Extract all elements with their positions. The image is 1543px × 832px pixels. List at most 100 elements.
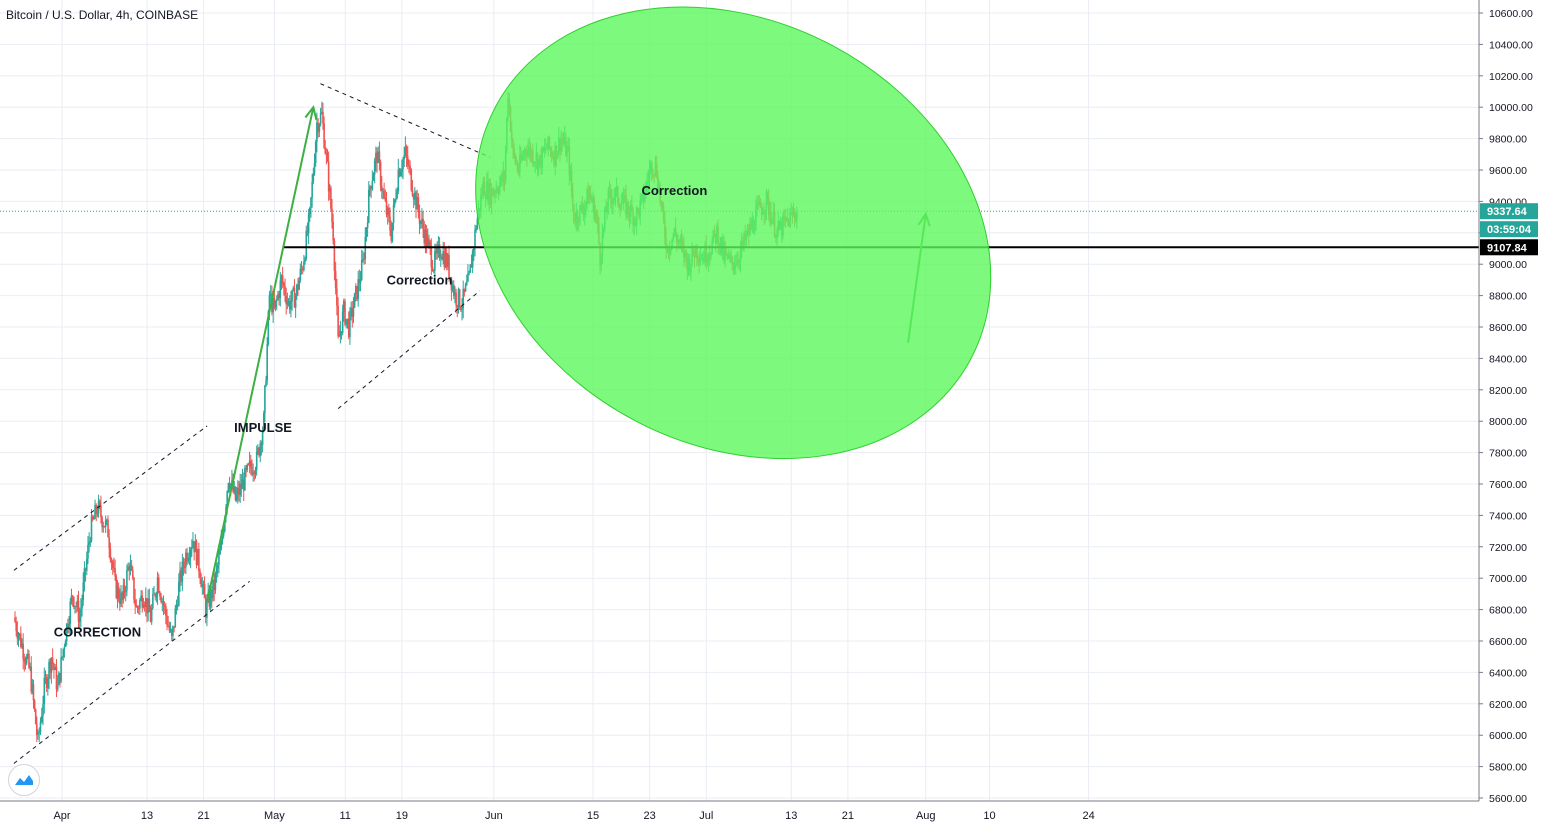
- candle-body: [179, 570, 181, 582]
- candle-body: [430, 247, 433, 267]
- candle-body: [415, 192, 417, 210]
- candle-body: [322, 111, 324, 124]
- x-tick-label: May: [264, 810, 285, 822]
- candle-body: [186, 552, 188, 562]
- candle-body: [292, 287, 295, 291]
- y-tick-label: 6000.00: [1489, 730, 1527, 742]
- correction-zone-ellipse: [475, 6, 992, 460]
- candle-body: [239, 483, 241, 496]
- y-tick-label: 8200.00: [1489, 385, 1527, 397]
- candle-body: [340, 331, 343, 334]
- tradingview-logo-icon[interactable]: [8, 764, 40, 796]
- candle-body: [60, 657, 62, 682]
- candle-body: [455, 292, 457, 306]
- candle-body: [454, 292, 456, 296]
- candle-body: [424, 230, 427, 244]
- y-tick-label: 6800.00: [1489, 605, 1527, 617]
- candle-body: [393, 199, 396, 205]
- candle-body: [305, 230, 308, 259]
- candle-body: [178, 581, 180, 606]
- candle-body: [50, 657, 53, 673]
- candle-body: [166, 615, 168, 626]
- candle-body: [382, 190, 384, 192]
- candle-body: [279, 280, 282, 299]
- candle-body: [310, 197, 312, 208]
- candle-body: [124, 590, 127, 593]
- candle-body: [73, 596, 75, 607]
- candle-body: [301, 268, 304, 271]
- candle-body: [108, 537, 110, 549]
- candle-body: [303, 261, 305, 271]
- candle-body: [120, 592, 122, 605]
- candle-body: [437, 244, 440, 247]
- candle-body: [153, 593, 155, 595]
- candle-body: [385, 200, 388, 215]
- candle-body: [123, 585, 126, 593]
- channel-line: [13, 425, 208, 571]
- candle-body: [161, 601, 164, 603]
- candle-body: [399, 171, 402, 177]
- candle-body: [238, 488, 240, 496]
- candle-body: [448, 255, 450, 278]
- candle-body: [15, 621, 17, 631]
- candle-body: [106, 519, 108, 521]
- candle-body: [254, 470, 257, 474]
- candle-body: [419, 221, 422, 224]
- candle-body: [130, 564, 133, 571]
- candle-body: [460, 307, 462, 310]
- candle-body: [62, 649, 65, 657]
- candle-body: [425, 230, 428, 247]
- candle-body: [248, 460, 251, 465]
- candle-body: [115, 576, 118, 598]
- candle-body: [375, 152, 377, 161]
- candle-body: [42, 704, 44, 716]
- candle-body: [311, 181, 313, 198]
- candle-body: [104, 520, 107, 527]
- candle-body: [447, 255, 449, 267]
- candle-body: [428, 238, 430, 242]
- candle-body: [218, 554, 220, 566]
- candle-body: [185, 552, 187, 568]
- candle-body: [326, 153, 329, 162]
- candle-body: [365, 227, 368, 237]
- candle-body: [146, 598, 148, 613]
- candle-body: [114, 568, 116, 577]
- candle-body: [68, 624, 70, 629]
- candle-body: [137, 607, 140, 609]
- annotation-label: CORRECTION: [54, 624, 141, 639]
- candle-body: [154, 593, 157, 597]
- candle-body: [281, 275, 284, 284]
- candle-body: [77, 600, 80, 622]
- candle-body: [135, 605, 138, 608]
- y-tick-label: 7200.00: [1489, 542, 1527, 554]
- candle-body: [40, 715, 43, 723]
- channel-line: [13, 580, 250, 764]
- y-tick-label: 7800.00: [1489, 448, 1527, 460]
- candle-body: [103, 526, 106, 528]
- candle-body: [116, 586, 119, 598]
- candle-body: [422, 218, 424, 230]
- candle-body: [188, 557, 191, 559]
- y-tick-label: 10000.00: [1489, 102, 1533, 114]
- candle-body: [76, 600, 79, 608]
- candle-body: [261, 430, 264, 446]
- candle-body: [429, 241, 431, 248]
- candle-body: [64, 641, 67, 647]
- candle-body: [476, 218, 479, 230]
- candle-body: [24, 661, 27, 664]
- y-tick-label: 9600.00: [1489, 165, 1527, 177]
- candle-body: [435, 250, 437, 254]
- candle-body: [232, 480, 234, 492]
- support-price-badge: 9107.84: [1487, 242, 1528, 254]
- candle-body: [366, 222, 369, 228]
- candle-body: [461, 308, 463, 310]
- candle-body: [441, 257, 443, 260]
- candle-body: [260, 443, 263, 446]
- candle-body: [206, 600, 208, 618]
- y-tick-label: 7600.00: [1489, 479, 1527, 491]
- annotations: CORRECTION IMPULSE Correction Correction: [54, 183, 708, 639]
- candle-body: [32, 684, 35, 701]
- candle-body: [229, 483, 232, 489]
- candle-body: [397, 169, 400, 192]
